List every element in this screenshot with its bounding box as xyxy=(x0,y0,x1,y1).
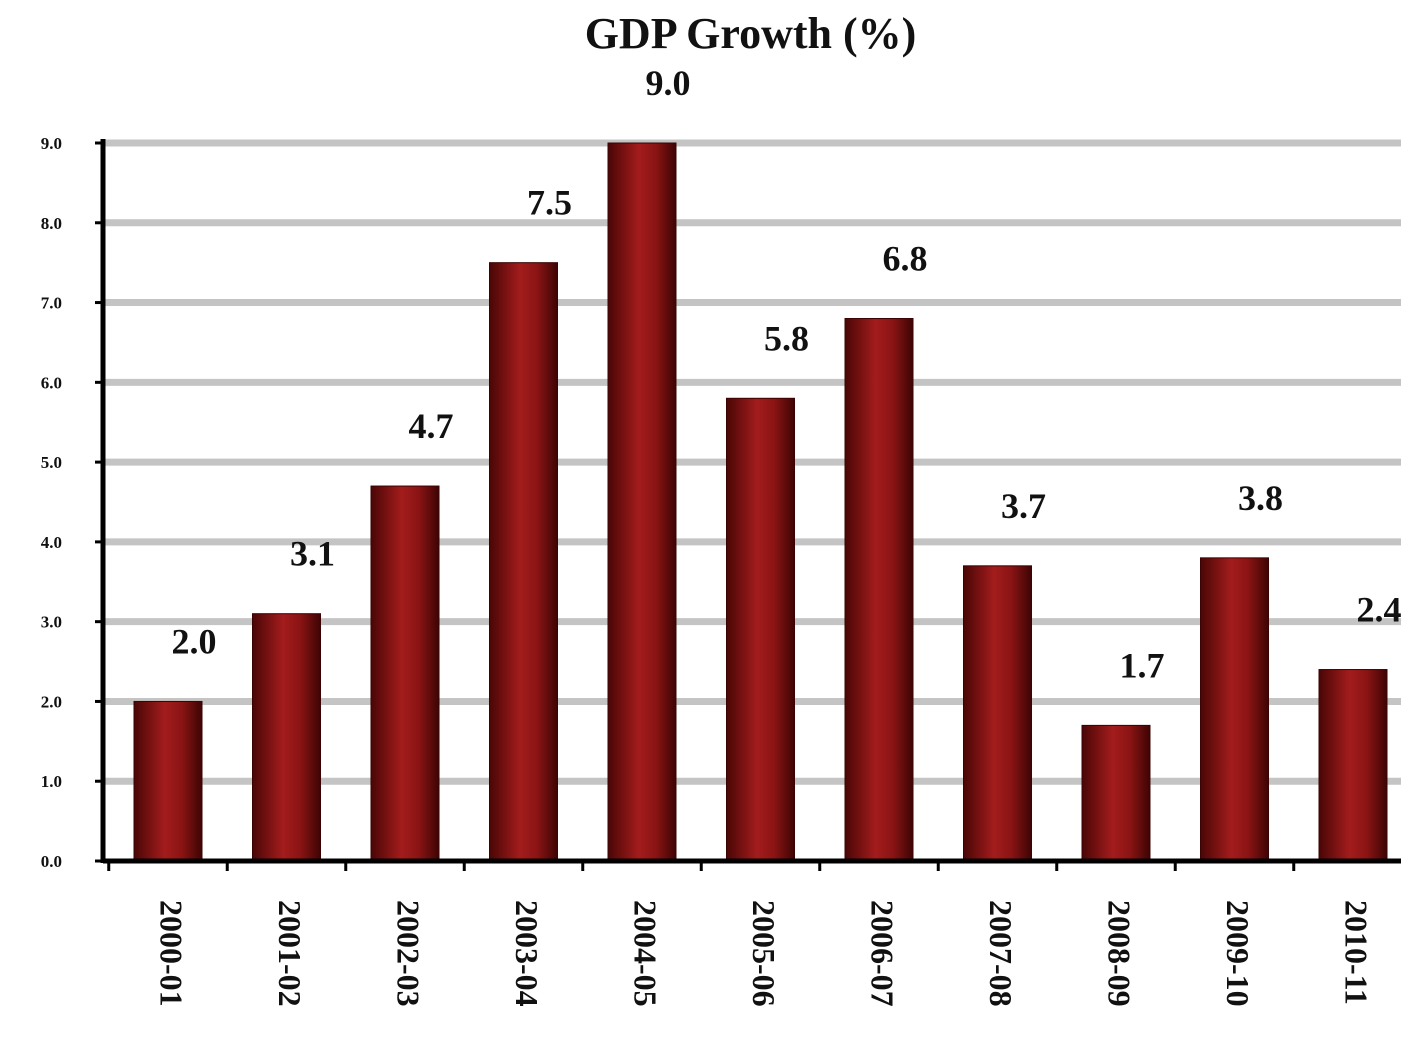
data-label: 3.1 xyxy=(290,534,335,574)
y-tick-label: 3.0 xyxy=(41,613,62,632)
bar-layer xyxy=(133,142,1388,862)
data-label: 2.0 xyxy=(172,621,217,661)
x-tick-label: 2006-07 xyxy=(865,900,901,1007)
chart-title: GDP Growth (%) xyxy=(584,9,917,58)
x-tick-label: 2002-03 xyxy=(391,900,427,1007)
data-label: 5.8 xyxy=(764,318,809,358)
y-tick-label: 2.0 xyxy=(41,692,62,711)
bar xyxy=(370,485,440,862)
data-label: 2.4 xyxy=(1357,590,1401,630)
bar xyxy=(133,700,203,862)
data-label: 6.8 xyxy=(883,239,928,279)
y-tick-label: 7.0 xyxy=(41,294,62,313)
y-tick-label: 1.0 xyxy=(41,772,62,791)
data-label: 1.7 xyxy=(1120,645,1165,685)
x-tick-label: 2003-04 xyxy=(509,900,545,1007)
bar xyxy=(1081,724,1151,862)
data-label: 4.7 xyxy=(409,406,454,446)
label-layer: 2.0 2000-01 3.1 2001-02 4.7 2002-03 7.5 2003-04… xyxy=(154,63,1401,1007)
x-tick-label: 2000-01 xyxy=(154,900,190,1007)
data-label: 3.7 xyxy=(1001,486,1046,526)
bar xyxy=(963,565,1032,862)
x-tick-label: 2009-10 xyxy=(1220,900,1256,1007)
y-tick-label: 4.0 xyxy=(41,533,62,552)
y-tick-label: 5.0 xyxy=(41,453,62,472)
x-tick-label: 2001-02 xyxy=(272,900,308,1007)
bar xyxy=(844,318,914,862)
y-tick-label: 6.0 xyxy=(41,373,62,392)
x-tick-label: 2004-05 xyxy=(628,900,664,1007)
data-label: 7.5 xyxy=(527,183,572,223)
y-tick-label: 9.0 xyxy=(41,134,62,153)
bar xyxy=(489,262,558,862)
x-tick-label: 2010-11 xyxy=(1339,900,1375,1005)
x-tick-label: 2008-09 xyxy=(1102,900,1138,1007)
data-label: 9.0 xyxy=(646,63,691,103)
bar xyxy=(1318,669,1388,862)
y-tick-label: 8.0 xyxy=(41,214,62,233)
data-label: 3.8 xyxy=(1238,478,1283,518)
bar xyxy=(726,397,795,862)
bar xyxy=(607,142,677,862)
bar xyxy=(1200,557,1269,862)
bar xyxy=(252,613,321,862)
x-tick-label: 2005-06 xyxy=(746,900,782,1007)
y-tick-label: 0.0 xyxy=(41,852,62,871)
axis-layer: 0.0 1.0 2.0 3.0 4.0 5.0 6.0 7.0 8.0 9.0 xyxy=(41,134,1401,871)
x-tick-label: 2007-08 xyxy=(983,900,1019,1007)
